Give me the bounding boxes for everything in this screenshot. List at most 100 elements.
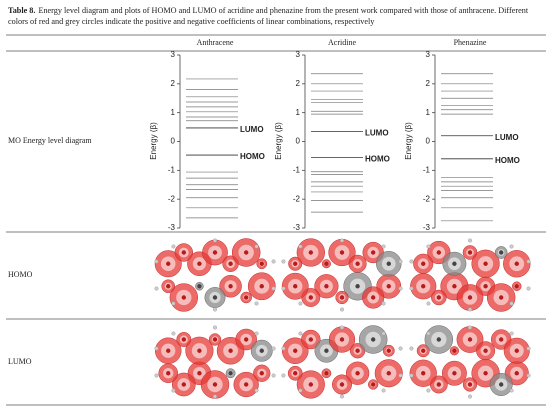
atom <box>259 261 264 266</box>
hydrogen <box>298 244 303 249</box>
atom <box>339 337 345 342</box>
atom <box>228 348 233 353</box>
hydrogen <box>340 394 345 399</box>
hydrogen <box>526 259 531 264</box>
orbital-plot <box>281 325 403 399</box>
hydrogen <box>398 286 403 291</box>
atom <box>259 284 264 289</box>
hydrogen <box>468 238 473 243</box>
orbital-plot <box>154 325 276 399</box>
hydrogen <box>154 373 159 378</box>
atom <box>467 295 473 300</box>
axis-label: Energy (β) <box>404 122 413 160</box>
hydrogen <box>271 373 276 378</box>
atom <box>212 295 218 300</box>
atom <box>355 371 360 376</box>
hydrogen <box>340 238 345 243</box>
y-tick-label: 3 <box>171 50 176 59</box>
row-label: LUMO <box>8 357 32 366</box>
homo-label: HOMO <box>495 156 520 165</box>
hydrogen <box>509 244 514 249</box>
atom <box>386 371 391 376</box>
hydrogen <box>426 388 431 393</box>
hydrogen <box>526 373 531 378</box>
atom <box>243 295 249 300</box>
hydrogen <box>281 286 286 291</box>
atom <box>452 348 457 353</box>
hydrogen <box>526 286 531 291</box>
column-header: Acridine <box>328 38 356 47</box>
hydrogen <box>298 388 303 393</box>
atom <box>498 337 504 342</box>
atom <box>293 348 298 353</box>
atom <box>421 284 426 289</box>
hydrogen <box>468 394 473 399</box>
atom <box>483 261 488 266</box>
hydrogen <box>154 286 159 291</box>
hydrogen <box>509 331 514 336</box>
atom <box>339 295 345 300</box>
orbital-plot <box>281 238 403 312</box>
homo-label: HOMO <box>240 152 265 161</box>
hydrogen <box>171 244 176 249</box>
atom <box>166 261 171 266</box>
atom <box>212 382 218 387</box>
y-tick-label: -2 <box>423 194 431 203</box>
atom <box>293 261 298 266</box>
atom <box>181 337 187 342</box>
y-tick-label: 0 <box>171 137 176 146</box>
hydrogen <box>212 394 217 399</box>
axis-label: Energy (β) <box>149 122 158 160</box>
atom <box>166 348 171 353</box>
atom <box>498 382 504 387</box>
atom <box>339 250 345 255</box>
caption: Table 8. Energy level diagram and plots o… <box>8 5 544 27</box>
atom <box>514 284 519 289</box>
hydrogen <box>381 331 386 336</box>
atom <box>228 371 233 376</box>
hydrogen <box>298 301 303 306</box>
hydrogen <box>154 259 159 264</box>
atom <box>355 261 360 266</box>
hydrogen <box>409 286 414 291</box>
y-tick-label: 2 <box>426 79 431 88</box>
atom <box>243 337 249 342</box>
hydrogen <box>409 259 414 264</box>
atom <box>197 284 202 289</box>
hydrogen <box>398 373 403 378</box>
hydrogen <box>212 238 217 243</box>
atom <box>243 382 249 387</box>
hydrogen <box>409 373 414 378</box>
atom <box>452 261 457 266</box>
atom <box>212 337 218 342</box>
atom <box>483 284 488 289</box>
y-tick-label: 1 <box>296 108 301 117</box>
atom <box>324 348 329 353</box>
hydrogen <box>281 373 286 378</box>
hydrogen <box>426 301 431 306</box>
hydrogen <box>526 346 531 351</box>
atom <box>293 371 298 376</box>
hydrogen <box>212 307 217 312</box>
atom <box>166 371 171 376</box>
atom <box>308 337 314 342</box>
hydrogen <box>254 301 259 306</box>
atom <box>259 371 264 376</box>
hydrogen <box>398 346 403 351</box>
atom <box>514 348 519 353</box>
hydrogen <box>154 346 159 351</box>
atom <box>212 250 218 255</box>
atom <box>370 337 376 342</box>
atom <box>308 250 314 255</box>
y-tick-label: 2 <box>296 79 301 88</box>
y-tick-label: -3 <box>423 223 431 232</box>
orbital-plot <box>409 238 531 312</box>
atom <box>228 261 233 266</box>
atom <box>452 284 457 289</box>
atom <box>181 250 187 255</box>
atom <box>259 348 264 353</box>
orbital-plot <box>154 238 276 312</box>
hydrogen <box>340 307 345 312</box>
lumo-label: LUMO <box>495 133 519 142</box>
